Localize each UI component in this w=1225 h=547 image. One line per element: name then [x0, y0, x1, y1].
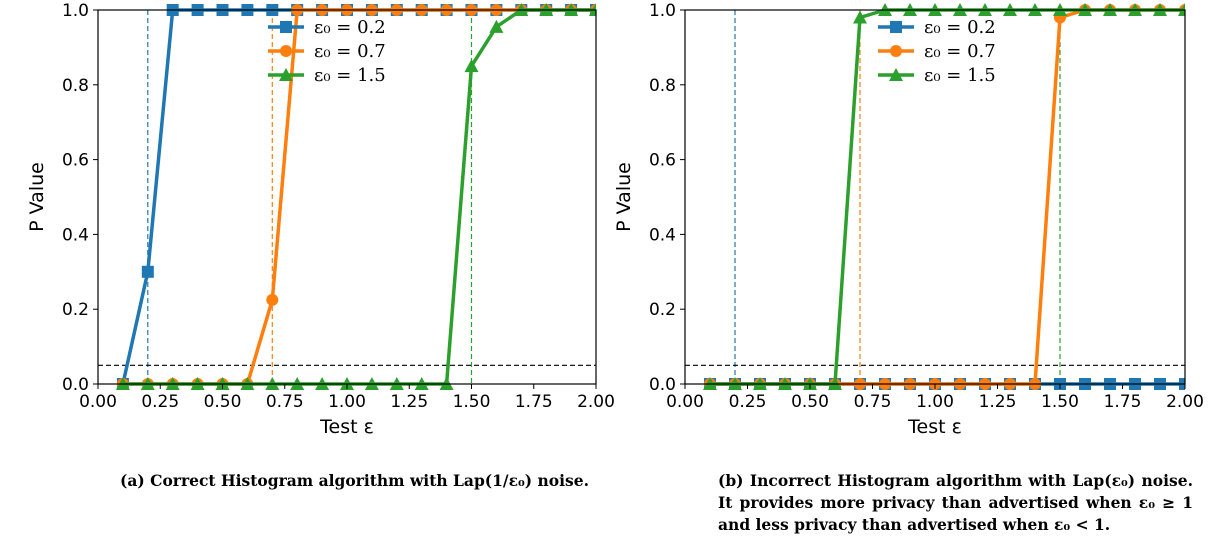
y-tick-label: 0.6 [62, 151, 89, 171]
x-axis-label: Test ε [907, 416, 962, 438]
y-tick-label: 0.0 [62, 375, 89, 395]
chart-panel-a: 0.00 0.25 0.50 0.75 1.00 1.25 1.50 1.75 2.00 0.0 0… [26, 1, 615, 438]
caption-a: (a) Correct Histogram algorithm with Lap… [120, 471, 589, 490]
y-tick-label: 1.0 [62, 1, 89, 21]
x-tick-label: 1.50 [453, 392, 491, 412]
x-tick-label: 0.50 [204, 392, 242, 412]
x-tick-label: 1.50 [1041, 392, 1079, 412]
legend-label: ε₀ = 1.5 [314, 65, 386, 86]
x-tick-label: 0.25 [729, 392, 767, 412]
x-tick-label: 1.00 [328, 392, 366, 412]
y-tick-label: 0.0 [649, 375, 676, 395]
chart-panel-b: 0.00 0.25 0.50 0.75 1.00 1.25 1.50 1.75 2.00 0.0 0… [613, 1, 1204, 438]
legend-marker [890, 45, 902, 57]
data-point [464, 59, 479, 73]
legend-marker [280, 21, 292, 33]
legend-marker [889, 68, 903, 81]
x-tick-label: 0.50 [791, 392, 829, 412]
legend-item: ε₀ = 0.2 [878, 17, 996, 38]
legend-label: ε₀ = 0.7 [924, 41, 996, 62]
y-axis-label: P Value [613, 162, 635, 232]
legend-item: ε₀ = 1.5 [268, 65, 386, 86]
x-tick-label: 1.25 [390, 392, 428, 412]
x-tick-label: 0.00 [666, 392, 704, 412]
y-tick-label: 0.4 [649, 225, 676, 245]
x-tick-label: 2.00 [1166, 392, 1204, 412]
legend-item: ε₀ = 0.7 [268, 41, 386, 62]
legend-label: ε₀ = 0.7 [314, 41, 386, 62]
y-axis-label: P Value [26, 162, 48, 232]
x-tick-label: 2.00 [577, 392, 615, 412]
legend-label: ε₀ = 0.2 [924, 17, 996, 38]
x-tick-label: 0.75 [266, 392, 304, 412]
data-point [489, 19, 504, 33]
x-tick-label: 0.75 [854, 392, 892, 412]
legend-marker [280, 45, 292, 57]
legend-item: ε₀ = 0.7 [878, 41, 996, 62]
data-point [141, 265, 154, 278]
x-axis-label: Test ε [319, 416, 374, 438]
y-tick-label: 0.8 [649, 76, 676, 96]
y-tick-label: 0.2 [62, 300, 89, 320]
x-tick-label: 0.25 [141, 392, 179, 412]
x-tick-label: 1.75 [1104, 392, 1142, 412]
y-tick-label: 0.8 [62, 76, 89, 96]
data-point [266, 293, 279, 306]
legend-label: ε₀ = 0.2 [314, 17, 386, 38]
data-point [853, 10, 867, 24]
legend-marker [890, 21, 902, 33]
x-tick-label: 1.00 [916, 392, 954, 412]
legend-item: ε₀ = 0.2 [268, 17, 386, 38]
x-tick-label: 0.00 [79, 392, 117, 412]
y-tick-label: 0.4 [62, 225, 89, 245]
caption-b: (b) Incorrect Histogram algorithm with L… [718, 471, 1193, 534]
y-tick-label: 0.6 [649, 151, 676, 171]
y-tick-label: 0.2 [649, 300, 676, 320]
x-tick-label: 1.25 [979, 392, 1017, 412]
x-tick-label: 1.75 [515, 392, 553, 412]
legend-marker [279, 68, 293, 81]
legend-item: ε₀ = 1.5 [878, 65, 996, 86]
legend-label: ε₀ = 1.5 [924, 65, 996, 86]
y-tick-label: 1.0 [649, 1, 676, 21]
